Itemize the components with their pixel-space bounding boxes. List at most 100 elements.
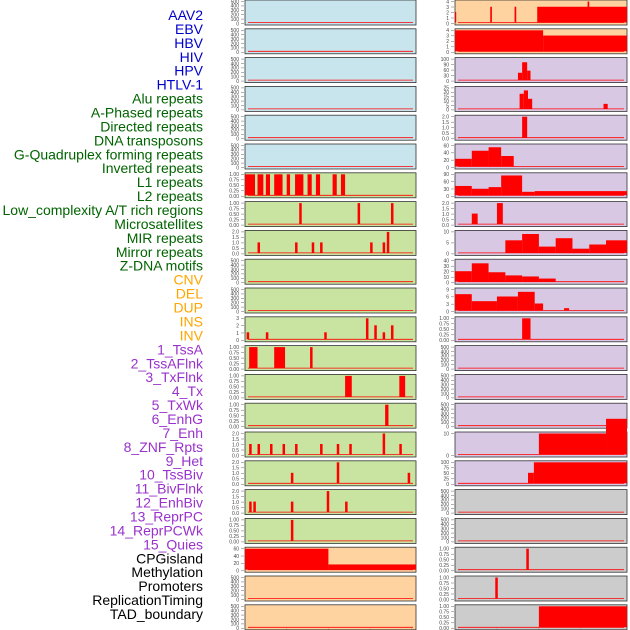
data-bar [488,147,502,167]
panel-background [244,316,417,343]
y-tick-label: 3 [446,302,449,308]
data-bar [365,318,369,340]
data-bar [606,418,627,455]
y-tick-label: 0.00 [439,597,449,603]
y-tick-label: 0.00 [439,626,449,630]
y-tick-label: 10 [443,99,449,105]
y-tick-label: 0.75 [439,610,449,616]
data-bar [538,606,627,628]
y-tick-label: 200 [441,387,450,393]
row-label: 4_Tx [172,383,203,399]
y-tick-label: 500 [231,57,240,63]
row-label: Microsatellites [114,216,203,232]
y-tick-label: 300 [231,8,240,14]
y-tick-label: 1.0 [442,212,449,218]
y-tick-label: 300 [231,584,240,590]
y-tick-label: 0.25 [439,563,449,569]
y-tick-label: 20 [233,561,239,567]
y-tick-label: 400 [441,407,450,413]
data-bar [290,501,294,513]
data-bar [538,433,607,455]
y-tick-label: 100 [441,507,450,513]
y-tick-label: 0.75 [229,379,239,385]
row-label: 3_TxFlnk [145,369,204,385]
row-label: HPV [174,63,203,79]
data-bar [340,174,346,196]
y-tick-label: 200 [231,99,240,105]
y-tick-label: 100 [231,46,240,52]
data-bar [249,501,252,513]
y-tick-label: 400 [441,522,450,528]
y-tick-label: 300 [231,95,240,101]
y-tick-label: 10 [443,275,449,281]
panel-background [454,57,628,83]
data-bar [326,491,330,513]
data-bar [399,444,402,455]
y-tick-label: 1.00 [229,201,239,207]
data-bar [315,174,321,196]
y-tick-label: 0.5 [232,448,239,454]
y-tick-label: 400 [231,609,240,615]
y-tick-label: 0 [446,540,449,546]
y-tick-label: 300 [231,267,240,273]
data-bar [603,103,608,109]
y-tick-label: 0.50 [439,615,449,621]
y-tick-label: 100 [231,161,240,167]
y-tick-label: 5 [446,103,449,109]
row-label: ReplicationTiming [92,592,203,608]
y-tick-label: 0 [236,108,239,114]
y-tick-label: 0 [446,281,449,287]
y-tick-label: 3 [236,316,239,322]
y-tick-label: 0 [446,453,449,459]
y-tick-label: 0 [446,21,449,27]
y-tick-label: 0 [236,50,239,56]
data-bar [245,174,256,196]
y-tick-label: 20 [443,90,449,96]
y-tick-label: 0.00 [229,223,239,229]
y-tick-label: 1.0 [232,500,239,506]
y-tick-label: 0.25 [439,333,449,339]
y-tick-label: 2 [446,10,449,16]
y-tick-label: 1.5 [232,437,239,443]
y-tick-label: 60 [443,68,449,74]
row-label: CNV [173,272,203,288]
y-tick-label: 0.50 [229,183,239,189]
y-tick-label: 500 [231,604,240,610]
y-tick-label: 0.0 [232,511,239,517]
data-bar [246,332,250,340]
y-tick-label: 300 [441,411,450,417]
panel-background [454,201,628,228]
y-tick-label: 1.0 [442,126,449,132]
data-bar [527,472,534,484]
data-bar [538,246,556,253]
panel-background [454,345,628,372]
y-tick-label: 0.75 [229,350,239,356]
row-label: Inverted repeats [102,160,203,176]
data-bar [505,240,523,253]
data-bar [274,174,283,196]
y-tick-label: 0.25 [439,592,449,598]
y-tick-label: 1.00 [439,316,449,322]
row-label: L2 repeats [137,188,203,204]
y-tick-label: 1.5 [232,235,239,241]
data-bar [390,203,394,225]
data-bar [295,174,304,196]
row-label: Methylation [131,564,203,580]
data-bar [471,150,489,167]
row-label: 5_TxWk [152,397,204,413]
y-tick-label: 60 [443,143,449,149]
y-tick-label: 0.25 [229,534,239,540]
panel-background [244,229,417,256]
y-tick-label: 0 [446,79,449,85]
row-label: INS [180,313,203,329]
panel-background [244,172,417,199]
y-tick-label: 400 [231,148,240,154]
panel-background [454,489,628,516]
row-label: AAV2 [168,7,203,23]
data-bar [471,213,478,225]
y-tick-label: 1.0 [232,471,239,477]
data-bar [455,294,472,311]
y-tick-label: 0 [236,597,239,603]
y-tick-label: 500 [231,0,240,5]
y-tick-label: 30 [443,73,449,79]
